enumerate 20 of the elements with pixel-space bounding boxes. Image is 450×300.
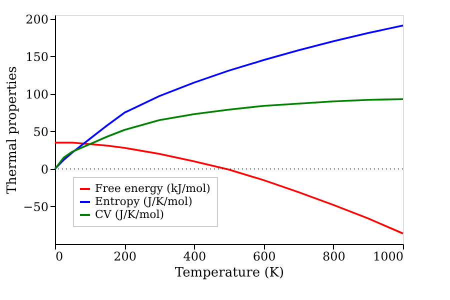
y-tick-label: 0	[40, 162, 48, 176]
y-tick-label: 200	[26, 12, 48, 26]
y-tick-label: −50	[23, 200, 48, 214]
x-tick-label: 800	[322, 250, 346, 264]
line-series	[54, 98, 404, 170]
legend-label: CV (J/K/mol)	[95, 208, 164, 221]
line-series	[54, 24, 404, 170]
x-tick-label: 400	[183, 250, 206, 264]
x-tick-label: 1000	[372, 250, 404, 264]
y-tick-label: 150	[26, 50, 48, 64]
y-tick-label: 50	[33, 124, 48, 139]
legend-label: Free energy (kJ/mol)	[95, 182, 210, 195]
x-tick-label: 600	[252, 250, 276, 264]
x-tick-label: 0	[56, 250, 64, 264]
legend-label: Entropy (J/K/mol)	[95, 195, 192, 208]
line-series	[54, 142, 404, 234]
y-tick-label: 100	[26, 87, 48, 102]
x-axis-title: Temperature (K)	[174, 266, 284, 280]
y-axis-title: Thermal properties	[5, 66, 20, 194]
x-tick-label: 200	[114, 250, 137, 264]
